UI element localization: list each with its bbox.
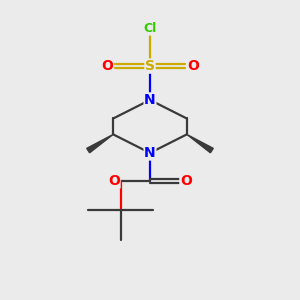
Text: N: N [144,146,156,160]
Text: N: N [144,93,156,107]
Text: O: O [108,174,120,188]
Text: O: O [187,59,199,73]
Text: Cl: Cl [143,22,157,35]
Text: O: O [180,174,192,188]
Polygon shape [187,134,213,153]
Text: O: O [101,59,113,73]
Text: S: S [145,59,155,73]
Polygon shape [87,134,113,153]
